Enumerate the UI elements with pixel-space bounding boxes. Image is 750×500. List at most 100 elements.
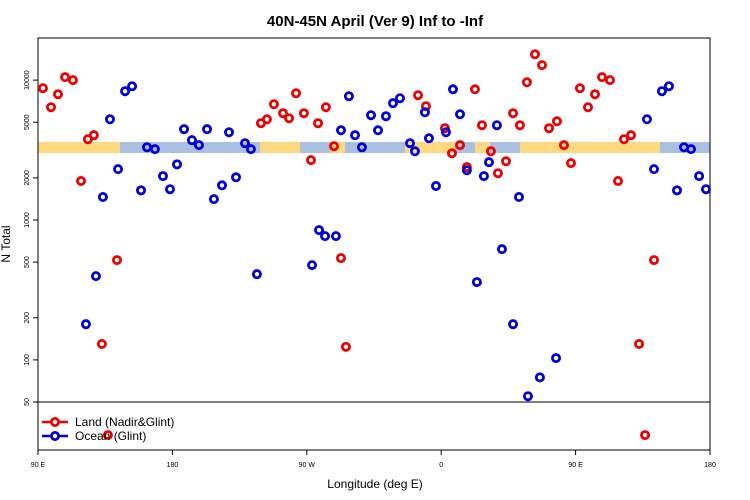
point — [104, 114, 115, 125]
point — [534, 372, 545, 383]
point — [320, 231, 331, 242]
point — [485, 146, 496, 157]
point — [157, 171, 168, 182]
x-tick-label: 0 — [439, 462, 443, 469]
point — [350, 130, 361, 141]
point — [53, 89, 64, 100]
point — [582, 102, 593, 113]
point — [149, 144, 160, 155]
point — [597, 72, 608, 83]
point — [640, 430, 651, 441]
point — [373, 125, 384, 136]
point — [223, 127, 234, 138]
point — [37, 83, 48, 94]
y-axis-label: N Total — [0, 225, 13, 262]
point — [307, 260, 318, 271]
point — [312, 118, 323, 129]
point — [380, 111, 391, 122]
point — [394, 93, 405, 104]
point — [634, 338, 645, 349]
y-tick-label: 50 — [24, 398, 31, 406]
point — [455, 140, 466, 151]
point — [366, 110, 377, 121]
point — [419, 107, 430, 118]
y-tick-label: 200 — [24, 312, 31, 324]
point — [641, 114, 652, 125]
point — [291, 88, 302, 99]
point — [440, 127, 451, 138]
point — [514, 120, 525, 131]
point — [208, 194, 219, 205]
point — [45, 102, 56, 113]
point — [537, 60, 548, 71]
point — [76, 176, 87, 187]
y-tick-label: 2000 — [24, 170, 31, 186]
point — [90, 271, 101, 282]
point — [111, 255, 122, 266]
point — [430, 181, 441, 192]
point — [469, 84, 480, 95]
point — [476, 120, 487, 131]
point — [251, 269, 262, 280]
plot-frame — [37, 37, 711, 451]
point — [335, 125, 346, 136]
point — [136, 185, 147, 196]
x-tick-label: 180 — [704, 462, 716, 469]
point — [60, 72, 71, 83]
point — [551, 353, 562, 364]
point — [216, 180, 227, 191]
point — [446, 148, 457, 159]
point — [328, 141, 339, 152]
point — [590, 89, 601, 100]
point — [565, 158, 576, 169]
point — [492, 168, 503, 179]
legend-marker — [50, 430, 61, 441]
point — [231, 172, 242, 183]
point — [330, 231, 341, 242]
point — [96, 338, 107, 349]
point — [491, 120, 502, 131]
point — [478, 171, 489, 182]
point — [604, 75, 615, 86]
point — [356, 142, 367, 153]
point — [508, 319, 519, 330]
point — [97, 192, 108, 203]
point — [522, 391, 533, 402]
point — [694, 171, 705, 182]
point — [102, 430, 113, 441]
point — [471, 277, 482, 288]
point — [483, 157, 494, 168]
point — [261, 114, 272, 125]
point — [284, 113, 295, 124]
point — [298, 108, 309, 119]
point — [343, 91, 354, 102]
point — [278, 108, 289, 119]
point — [514, 192, 525, 203]
point — [551, 116, 562, 127]
x-axis-label: Longitude (deg E) — [327, 477, 422, 491]
x-tick-label: 90 E — [568, 462, 583, 469]
point — [186, 135, 197, 146]
point — [461, 165, 472, 176]
point — [239, 138, 250, 149]
point — [423, 133, 434, 144]
map-strip — [38, 142, 710, 153]
point — [245, 144, 256, 155]
chart-title: 40N-45N April (Ver 9) Inf to -Inf — [267, 13, 484, 30]
y-tick-label: 1000 — [24, 212, 31, 228]
point — [165, 184, 176, 195]
point — [404, 138, 415, 149]
point — [88, 130, 99, 141]
legend-label: Ocean (Glint) — [75, 429, 146, 443]
point — [671, 185, 682, 196]
point — [529, 49, 540, 60]
x-tick-label: 90 E — [31, 462, 46, 469]
y-tick-label: 10000 — [24, 70, 31, 90]
point — [649, 255, 660, 266]
point — [613, 176, 624, 187]
point — [335, 253, 346, 264]
point — [113, 164, 124, 175]
x-tick-label: 90 W — [299, 462, 316, 469]
point — [120, 86, 131, 97]
